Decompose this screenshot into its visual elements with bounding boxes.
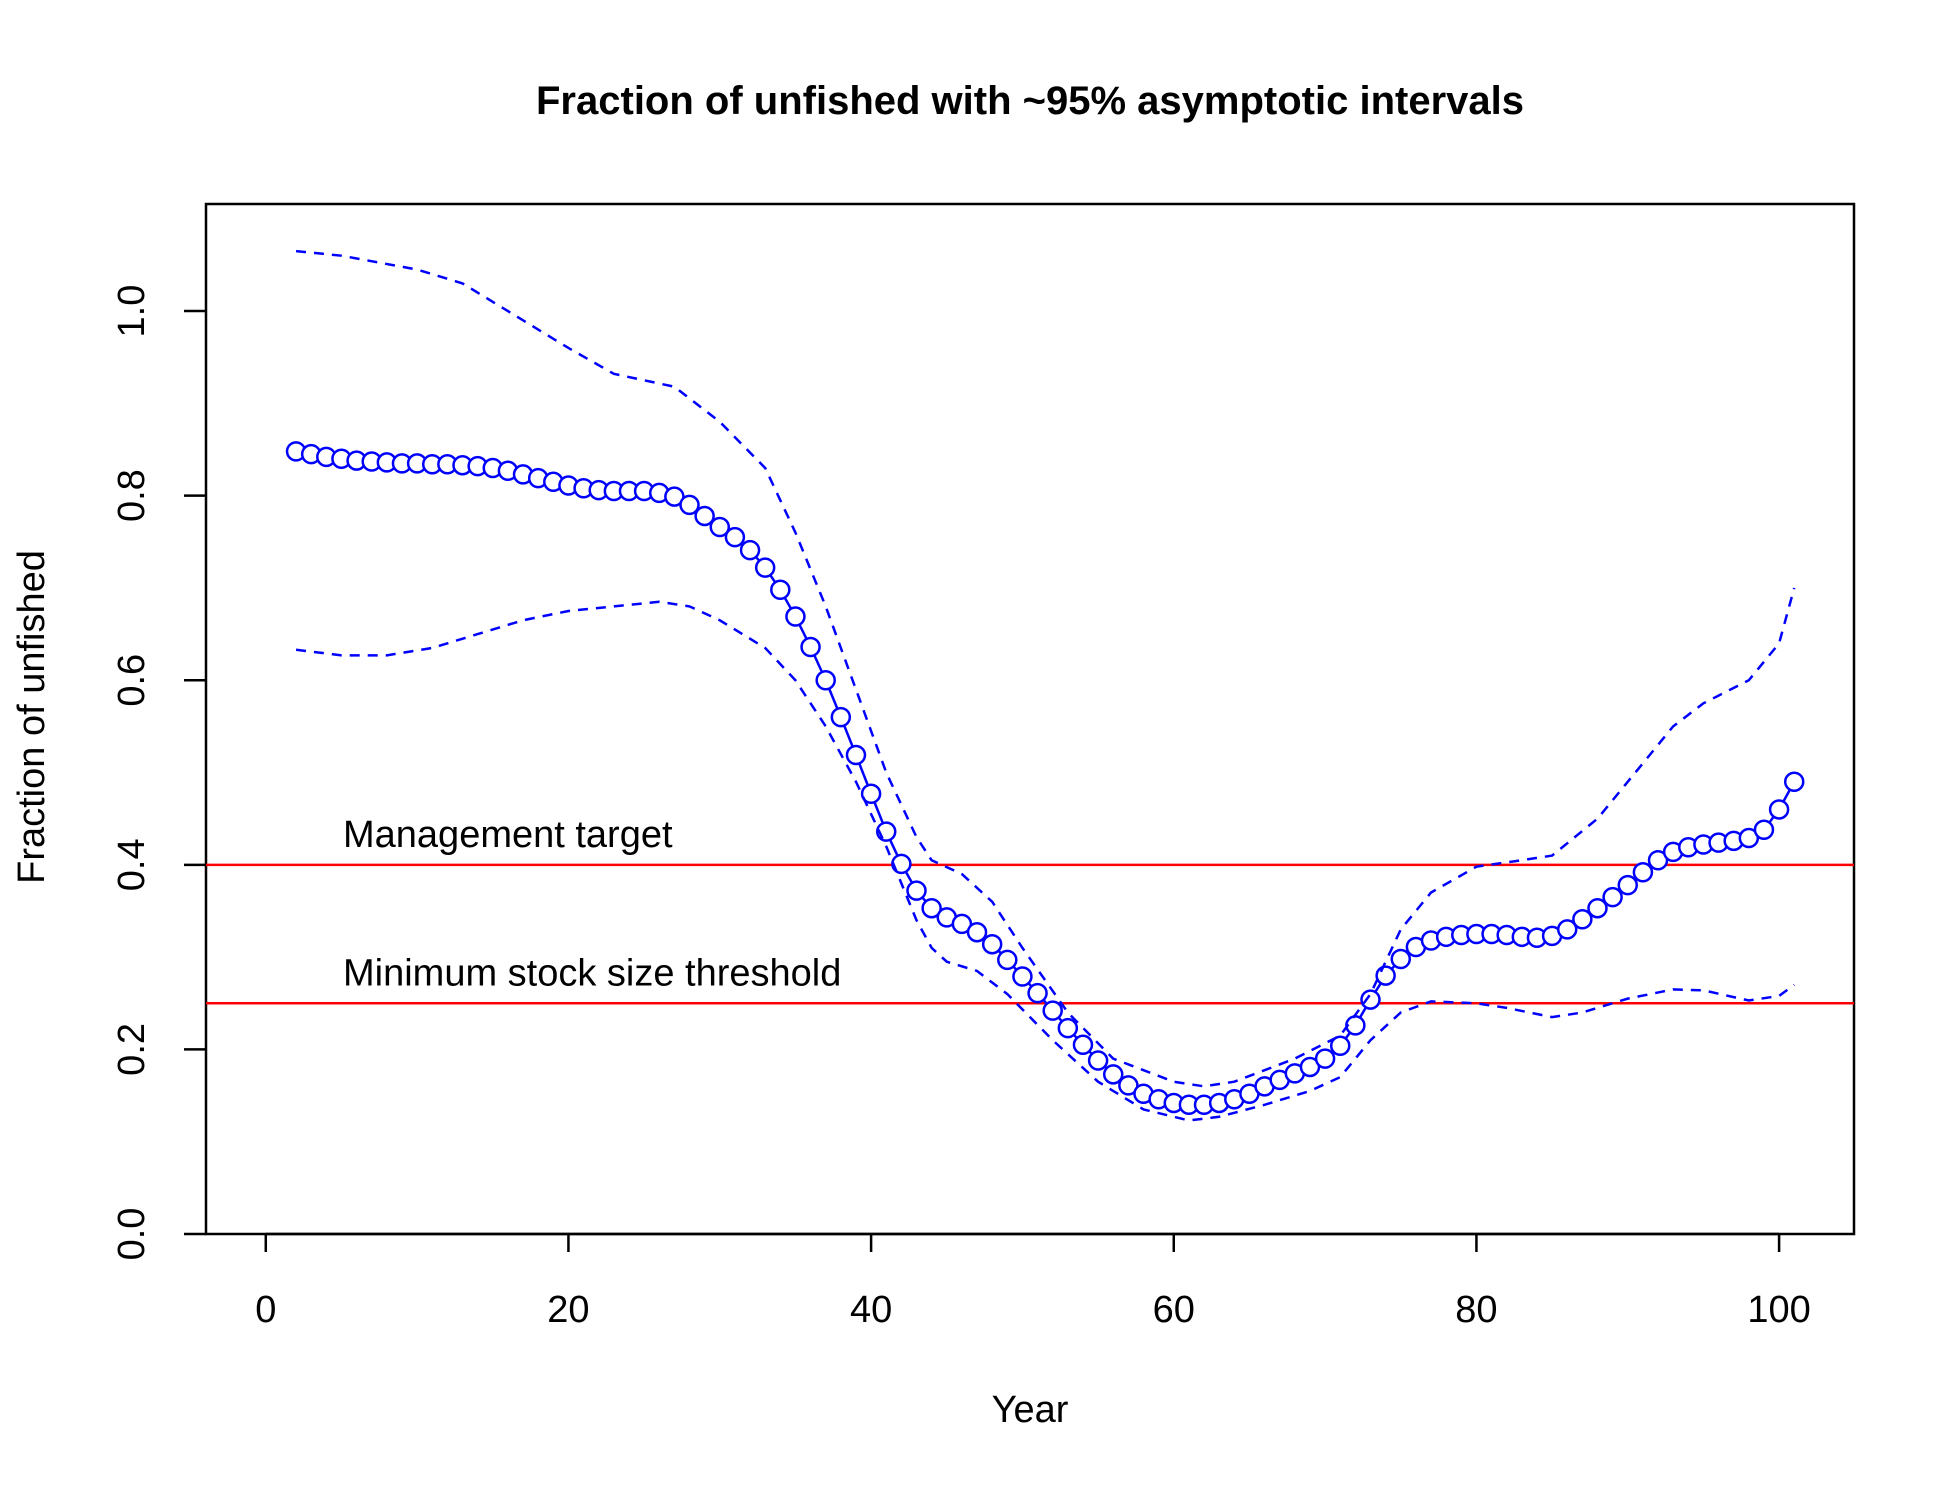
data-point — [1572, 909, 1593, 930]
data-point — [1602, 886, 1623, 908]
data-point — [1768, 799, 1790, 820]
data-point — [1087, 1050, 1109, 1071]
chart-title: Fraction of unfished with ~95% asymptoti… — [536, 79, 1524, 123]
data-point — [1617, 874, 1639, 896]
y-axis-label: Fraction of unfished — [11, 550, 53, 884]
x-tick-label: 20 — [547, 1289, 589, 1331]
data-point — [1012, 966, 1033, 987]
data-point — [1632, 861, 1654, 883]
reference-label: Management target — [343, 814, 673, 856]
data-point — [951, 913, 973, 935]
y-tick-label: 0.0 — [111, 1208, 153, 1261]
x-tick-label: 60 — [1153, 1289, 1195, 1331]
y-tick-label: 0.8 — [111, 469, 153, 522]
data-point — [1042, 1000, 1063, 1021]
x-axis-label: Year — [992, 1389, 1069, 1431]
data-point — [1360, 989, 1381, 1010]
data-point — [906, 880, 927, 901]
data-point — [1027, 982, 1048, 1004]
series-line — [295, 249, 1796, 1088]
reference-label: Minimum stock size threshold — [343, 952, 841, 994]
data-point — [815, 669, 836, 691]
data-point — [770, 579, 791, 601]
x-tick-label: 100 — [1747, 1289, 1810, 1331]
data-point — [1299, 1056, 1321, 1078]
data-point — [1556, 919, 1578, 940]
y-tick-label: 1.0 — [111, 285, 153, 338]
data-point — [921, 897, 942, 919]
data-point — [830, 706, 852, 728]
data-point — [724, 526, 746, 548]
data-point — [860, 783, 882, 805]
data-point — [679, 494, 700, 516]
data-point — [966, 921, 988, 943]
data-point — [694, 505, 715, 527]
data-point — [1738, 827, 1760, 849]
y-tick-label: 0.2 — [111, 1023, 153, 1076]
data-point — [997, 949, 1018, 971]
x-tick-label: 0 — [255, 1289, 276, 1331]
data-point — [1390, 948, 1412, 970]
x-tick-label: 40 — [850, 1289, 892, 1331]
data-point — [664, 486, 685, 507]
data-point — [1587, 897, 1608, 919]
data-point — [1647, 849, 1669, 871]
data-point — [1102, 1064, 1124, 1085]
data-point — [981, 933, 1003, 955]
data-point — [785, 606, 806, 627]
data-point — [739, 539, 761, 561]
data-point — [754, 557, 776, 578]
data-point — [1375, 965, 1396, 986]
y-tick-label: 0.6 — [111, 654, 153, 707]
data-point — [1753, 819, 1775, 841]
data-point — [1329, 1035, 1351, 1056]
x-tick-label: 80 — [1455, 1289, 1497, 1331]
data-point — [800, 636, 821, 658]
y-tick-label: 0.4 — [111, 838, 153, 891]
plot-frame — [204, 202, 1856, 1236]
data-point — [845, 744, 867, 766]
series-line — [295, 600, 1795, 1122]
data-point — [709, 516, 731, 538]
data-point — [1783, 771, 1805, 793]
data-point — [1072, 1034, 1094, 1056]
data-point — [1057, 1017, 1079, 1039]
data-point — [1118, 1075, 1139, 1096]
data-point — [1314, 1048, 1336, 1069]
